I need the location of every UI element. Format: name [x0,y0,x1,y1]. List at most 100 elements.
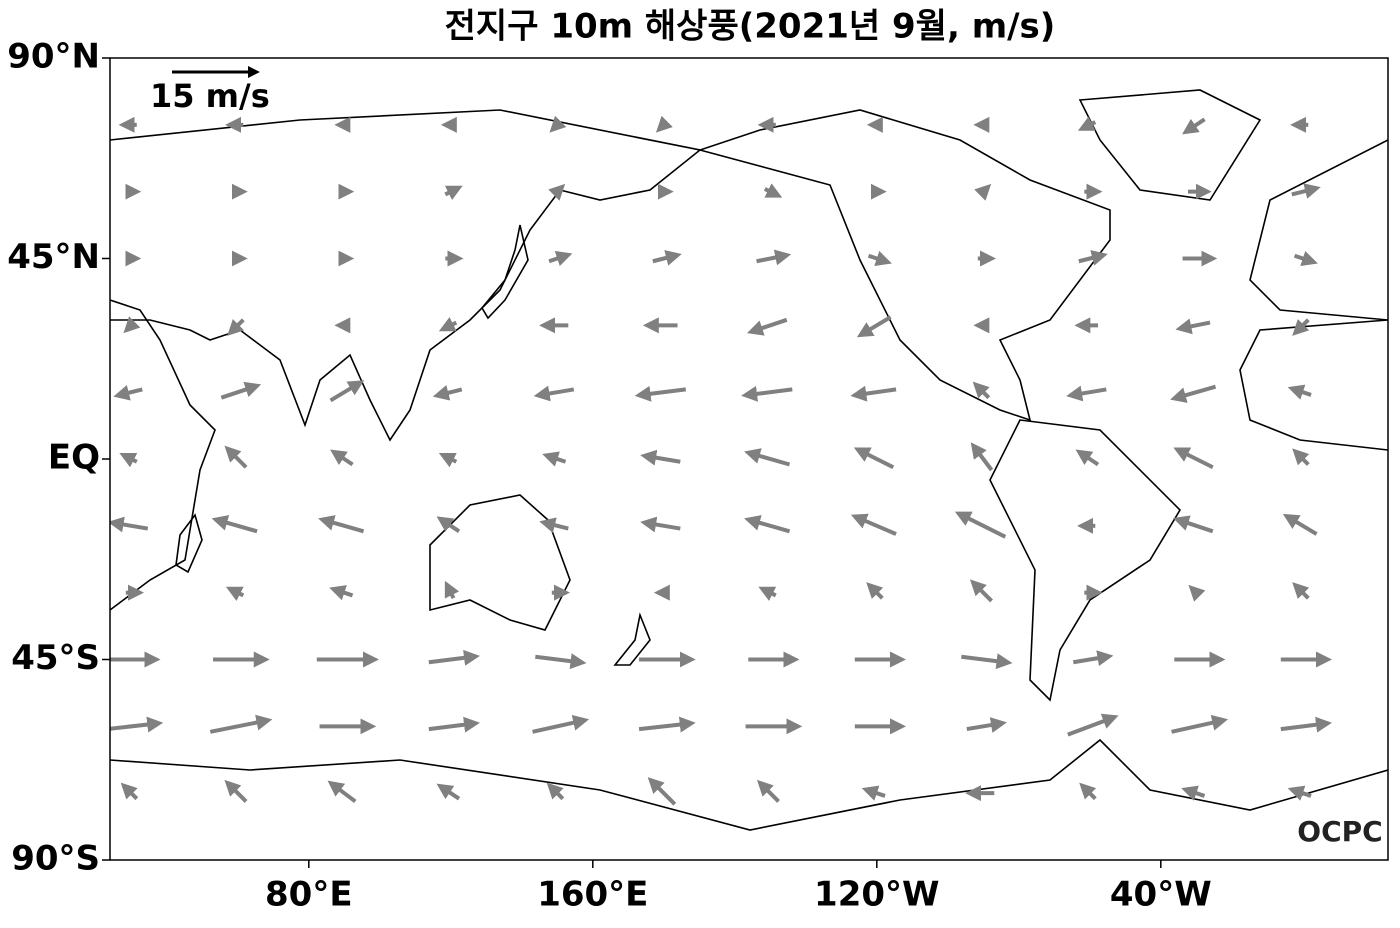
wind-arrow [974,183,992,201]
new-zealand [613,612,651,666]
wind-arrow [861,785,886,801]
wind-arrow [318,515,365,534]
wind-arrow [220,381,262,400]
wind-arrow [432,385,463,401]
wind-arrow [744,448,791,467]
y-tick-label: 90°S [11,839,100,879]
africa-east [110,299,216,611]
wind-arrow [746,317,788,336]
wind-arrow [444,580,460,600]
eurasia [110,109,702,442]
wind-arrow [428,716,480,733]
wind-arrow [741,385,793,402]
wind-arrow [1282,513,1318,536]
wind-arrow [1077,116,1097,131]
wind-arrow [1072,650,1114,667]
wind-arrow [640,516,681,533]
wind-arrow [763,183,783,198]
wind-arrow [1067,713,1119,737]
wind-arrow [1079,782,1097,801]
wind-arrow [1292,448,1310,466]
wind-arrow [640,449,681,466]
australia [429,494,571,631]
wind-arrow [1175,318,1211,335]
wind-arrow [961,653,1013,670]
wind-arrow [428,649,480,666]
wind-arrow [756,249,792,266]
japan [481,224,529,320]
wind-arrow [535,653,587,670]
wind-arrow [1292,582,1310,600]
wind-arrow [211,515,258,534]
wind-arrow [444,185,463,201]
wind-arrow [1173,447,1214,470]
wind-arrow [224,445,248,469]
wind-arrow [1287,384,1312,400]
credit: OCPC [1297,815,1382,848]
wind-arrow [532,714,590,734]
wind-arrow [1181,785,1206,801]
wind-arrow [866,582,884,600]
wind-arrow [744,515,791,534]
x-tick-label: 120°W [814,875,939,915]
wind-arrow [1078,250,1108,266]
greenland [1078,89,1262,201]
wind-arrow [548,250,573,267]
wind-arrow [1280,716,1332,733]
wind-vectors [110,115,1333,806]
reference-label: 15 m/s [150,77,270,115]
wind-arrow [549,115,567,133]
wind-arrow [1170,384,1217,403]
wind-arrow [224,779,248,803]
wind-arrow [329,585,354,601]
y-tick-label: 90°N [7,37,100,77]
wind-arrow [438,453,458,468]
wind-arrow [856,315,892,338]
madagascar [175,513,203,574]
south-america [989,419,1182,702]
wind-arrow [110,716,164,733]
wind-arrow [209,714,273,734]
wind-arrow [225,586,245,602]
wind-arrow [436,516,461,533]
wind-arrow [329,380,365,403]
wind-arrow [1293,250,1318,267]
wind-arrow [548,183,566,201]
wind-arrow [327,780,357,804]
wind-arrow [227,318,245,336]
wind-arrow [1172,515,1214,534]
x-tick-label: 160°E [537,875,648,915]
wind-arrow [110,516,149,533]
wind-arrow [542,451,567,467]
wind-arrow [634,385,687,402]
africa-west [1239,319,1388,451]
wind-arrow [1287,785,1312,801]
wind-arrow [1188,584,1206,602]
wind-arrow [113,385,143,401]
wind-arrow [1075,449,1100,467]
wind-arrow [647,777,677,806]
wind-arrow [652,250,682,266]
wind-arrow [758,586,777,602]
wind-arrow [120,782,139,801]
wind-arrow [1291,183,1321,199]
x-tick-label: 80°E [265,875,353,915]
north-america [697,109,1111,422]
wind-arrow [850,513,897,536]
wind-arrow [1292,318,1310,336]
antarctica [110,738,1388,831]
wind-arrow [867,250,892,267]
map-title: 전지구 10m 해상풍(2021년 9월, m/s) [445,7,1056,47]
wind-arrow [638,716,696,733]
wind-arrow [970,442,994,472]
wind-arrow [853,447,895,470]
wind-arrow [330,449,354,467]
wind-arrow [756,779,780,803]
wind-arrow [655,115,673,133]
wind-arrow [972,381,991,400]
wind-arrow [546,782,565,801]
wind-arrow [533,385,575,402]
wind-arrow [954,511,1007,539]
wind-arrow [123,316,141,334]
y-tick-label: EQ [48,438,100,478]
